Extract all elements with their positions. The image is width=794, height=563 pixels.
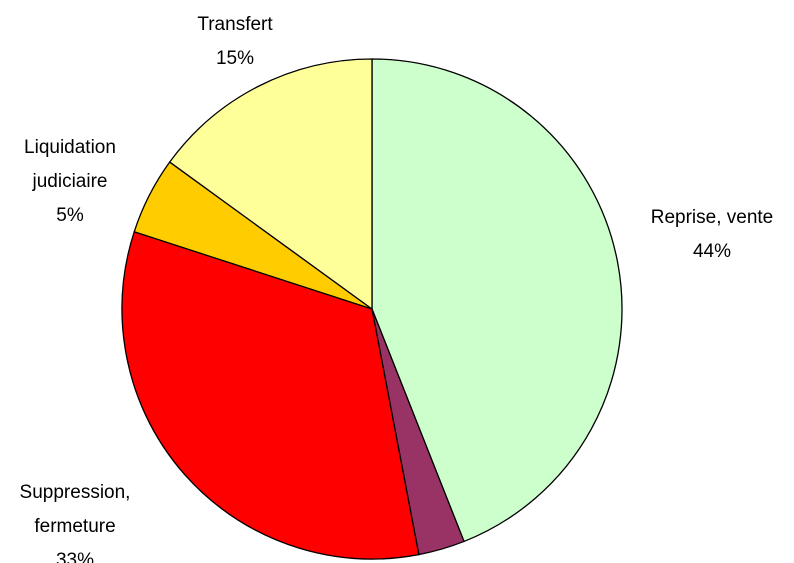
category-label: Transfert xyxy=(197,14,273,35)
value-label: 15% xyxy=(215,48,255,69)
pie-slice xyxy=(168,58,373,311)
value-label: 33% xyxy=(55,550,95,563)
category-label: Reprise, vente xyxy=(650,207,774,228)
category-label: Liquidation judiciaire xyxy=(24,137,116,192)
value-label: 44% xyxy=(692,241,732,262)
value-label: 5% xyxy=(56,205,84,226)
category-label: Suppression, fermeture xyxy=(19,482,131,537)
pie-slice xyxy=(121,230,420,560)
pie-slice xyxy=(371,58,623,543)
